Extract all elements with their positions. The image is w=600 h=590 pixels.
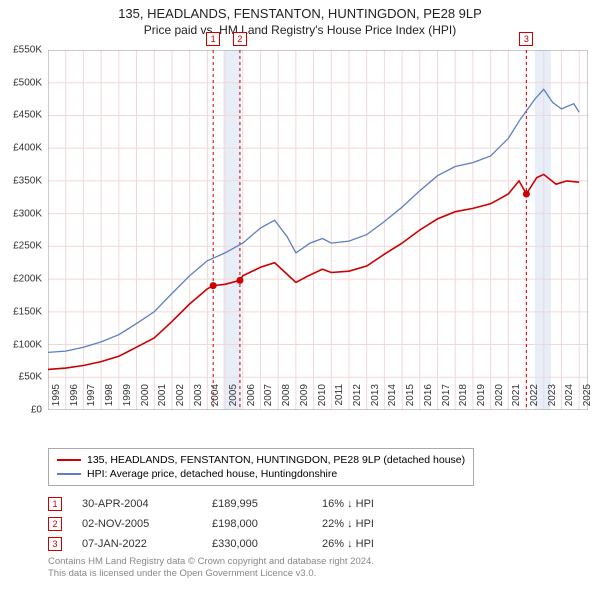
x-tick-label: 2011 — [334, 384, 345, 414]
y-tick-label: £0 — [31, 405, 42, 416]
legend: 135, HEADLANDS, FENSTANTON, HUNTINGDON, … — [48, 448, 474, 486]
x-tick-label: 2000 — [140, 384, 151, 414]
marker-date: 30-APR-2004 — [82, 498, 212, 510]
title-block: 135, HEADLANDS, FENSTANTON, HUNTINGDON, … — [0, 0, 600, 39]
footer-line2: This data is licensed under the Open Gov… — [48, 568, 374, 580]
y-tick-label: £300K — [13, 208, 42, 219]
x-tick-label: 2008 — [281, 384, 292, 414]
marker-badge: 1 — [48, 497, 62, 511]
chart-marker-badge: 1 — [206, 32, 220, 46]
chart-marker-badge: 3 — [519, 32, 533, 46]
x-tick-label: 2017 — [441, 384, 452, 414]
chart-area: £0£50K£100K£150K£200K£250K£300K£350K£400… — [48, 50, 588, 410]
chart-subtitle: Price paid vs. HM Land Registry's House … — [0, 23, 600, 37]
legend-label: 135, HEADLANDS, FENSTANTON, HUNTINGDON, … — [87, 454, 465, 466]
x-tick-label: 2022 — [529, 384, 540, 414]
y-tick-label: £200K — [13, 274, 42, 285]
legend-item: 135, HEADLANDS, FENSTANTON, HUNTINGDON, … — [57, 453, 465, 467]
y-tick-label: £250K — [13, 241, 42, 252]
marker-row: 3 07-JAN-2022 £330,000 26% ↓ HPI — [48, 534, 442, 554]
marker-pct: 16% ↓ HPI — [322, 498, 442, 510]
y-tick-label: £150K — [13, 306, 42, 317]
marker-price: £189,995 — [212, 498, 322, 510]
legend-swatch — [57, 459, 81, 461]
x-tick-label: 2012 — [352, 384, 363, 414]
x-tick-label: 2009 — [299, 384, 310, 414]
y-tick-label: £350K — [13, 175, 42, 186]
marker-row: 2 02-NOV-2005 £198,000 22% ↓ HPI — [48, 514, 442, 534]
markers-table: 1 30-APR-2004 £189,995 16% ↓ HPI 2 02-NO… — [48, 494, 442, 554]
x-tick-label: 2004 — [210, 384, 221, 414]
x-tick-label: 2015 — [405, 384, 416, 414]
chart-svg — [48, 50, 588, 410]
x-tick-label: 2016 — [423, 384, 434, 414]
x-tick-label: 2005 — [228, 384, 239, 414]
chart-marker-badge: 2 — [233, 32, 247, 46]
x-tick-label: 1999 — [122, 384, 133, 414]
x-tick-label: 2024 — [564, 384, 575, 414]
footer-line1: Contains HM Land Registry data © Crown c… — [48, 556, 374, 568]
chart-container: 135, HEADLANDS, FENSTANTON, HUNTINGDON, … — [0, 0, 600, 590]
marker-price: £330,000 — [212, 538, 322, 550]
x-tick-label: 2013 — [370, 384, 381, 414]
x-tick-label: 2025 — [582, 384, 593, 414]
marker-pct: 22% ↓ HPI — [322, 518, 442, 530]
x-tick-label: 2019 — [476, 384, 487, 414]
footer: Contains HM Land Registry data © Crown c… — [48, 556, 374, 581]
y-tick-label: £500K — [13, 77, 42, 88]
x-tick-label: 2021 — [511, 384, 522, 414]
y-tick-label: £400K — [13, 143, 42, 154]
y-tick-label: £100K — [13, 339, 42, 350]
marker-badge: 3 — [48, 537, 62, 551]
x-tick-label: 1996 — [69, 384, 80, 414]
y-tick-label: £450K — [13, 110, 42, 121]
marker-date: 02-NOV-2005 — [82, 518, 212, 530]
x-tick-label: 2020 — [494, 384, 505, 414]
x-tick-label: 2003 — [193, 384, 204, 414]
marker-pct: 26% ↓ HPI — [322, 538, 442, 550]
y-tick-label: £550K — [13, 45, 42, 56]
marker-price: £198,000 — [212, 518, 322, 530]
x-tick-label: 1997 — [86, 384, 97, 414]
chart-title: 135, HEADLANDS, FENSTANTON, HUNTINGDON, … — [0, 6, 600, 21]
x-tick-label: 2002 — [175, 384, 186, 414]
x-tick-label: 2010 — [317, 384, 328, 414]
x-tick-label: 2007 — [263, 384, 274, 414]
x-tick-label: 2014 — [387, 384, 398, 414]
x-tick-label: 2023 — [547, 384, 558, 414]
legend-label: HPI: Average price, detached house, Hunt… — [87, 468, 337, 480]
legend-item: HPI: Average price, detached house, Hunt… — [57, 467, 465, 481]
marker-row: 1 30-APR-2004 £189,995 16% ↓ HPI — [48, 494, 442, 514]
y-tick-label: £50K — [19, 372, 42, 383]
x-tick-label: 1995 — [51, 384, 62, 414]
x-tick-label: 1998 — [104, 384, 115, 414]
x-tick-label: 2001 — [157, 384, 168, 414]
x-tick-label: 2006 — [246, 384, 257, 414]
marker-badge: 2 — [48, 517, 62, 531]
x-tick-label: 2018 — [458, 384, 469, 414]
marker-date: 07-JAN-2022 — [82, 538, 212, 550]
legend-swatch — [57, 473, 81, 475]
